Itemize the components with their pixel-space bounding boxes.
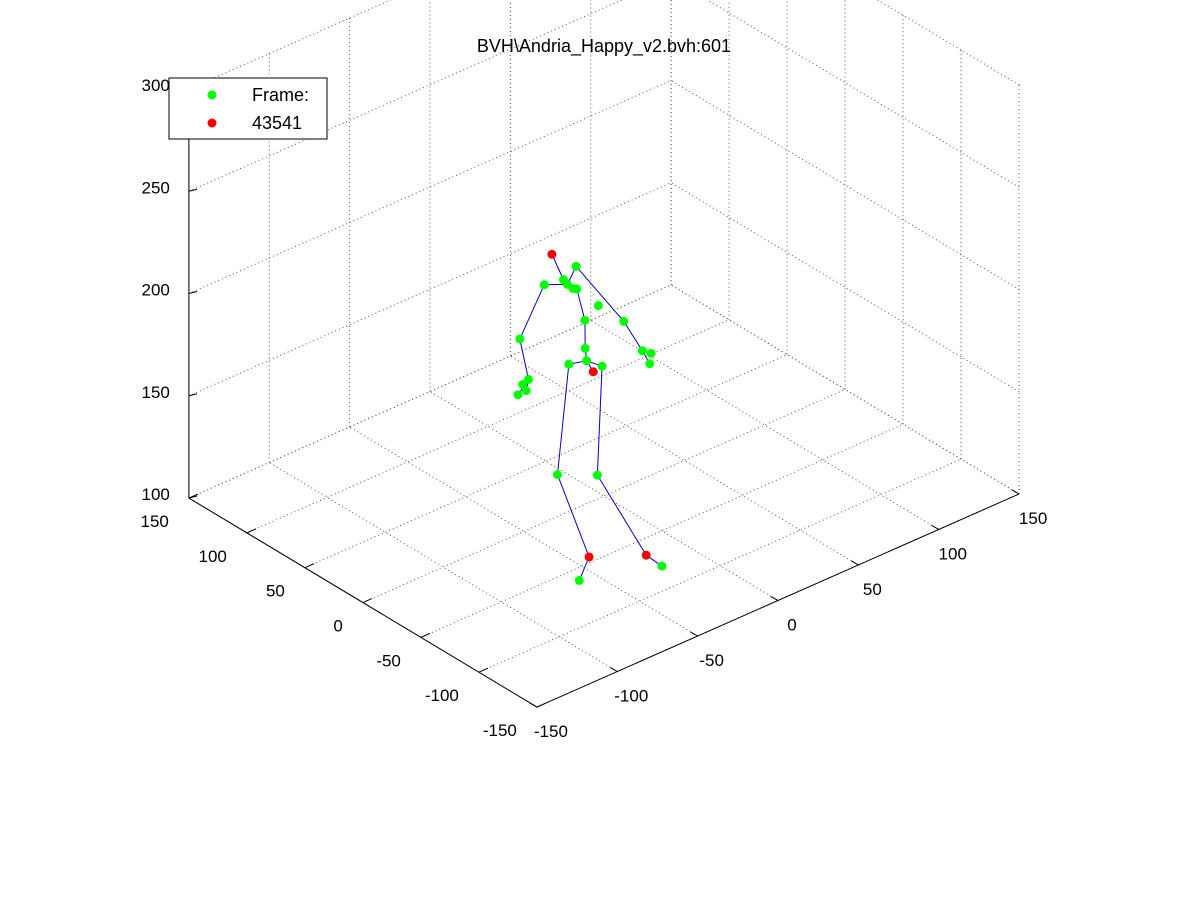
joint-point bbox=[539, 280, 549, 290]
y-tick-mark bbox=[246, 528, 257, 534]
joint-point bbox=[593, 301, 603, 311]
floor-gridline-x bbox=[510, 355, 859, 566]
end-site-point bbox=[588, 367, 598, 377]
joint-point bbox=[572, 284, 582, 294]
legend-box bbox=[168, 77, 328, 140]
side-wall-gridline-z bbox=[670, 284, 1020, 495]
joint-point bbox=[515, 334, 525, 344]
y-tick-label: 0 bbox=[333, 617, 342, 636]
x-tick-label: 0 bbox=[787, 616, 796, 635]
floor-gridline-x bbox=[349, 426, 698, 637]
joint-point bbox=[552, 470, 562, 480]
joint-point bbox=[582, 356, 592, 366]
y-tick-mark bbox=[420, 632, 431, 638]
joint-point bbox=[513, 390, 523, 400]
bone bbox=[557, 474, 590, 558]
z-tick-label: 200 bbox=[142, 281, 170, 300]
y-tick-label: 100 bbox=[199, 547, 227, 566]
floor-gridline-y bbox=[246, 319, 730, 534]
x-tick-label: 100 bbox=[939, 544, 967, 563]
x-tick-label: -50 bbox=[699, 651, 724, 670]
axis-layer: -150 -100 -50 0 50 100 150 -150 -100 -50 0 50 100 150… bbox=[141, 76, 1048, 741]
z-tick-label: 150 bbox=[142, 383, 170, 402]
grid-layer bbox=[188, 0, 1020, 708]
floor-gridline-y bbox=[304, 354, 788, 569]
joint-point bbox=[619, 316, 629, 326]
x-tick-mark bbox=[770, 596, 779, 601]
y-tick-label: 50 bbox=[266, 582, 285, 601]
end-site-point bbox=[641, 550, 651, 560]
legend: Frame: 43541 bbox=[168, 77, 328, 140]
x-tick-mark bbox=[529, 702, 538, 708]
x-tick-label: 50 bbox=[863, 580, 882, 599]
bone bbox=[556, 364, 570, 475]
joint-point bbox=[564, 359, 574, 369]
y-tick-label: -100 bbox=[425, 686, 459, 705]
bone bbox=[576, 288, 586, 321]
joint-point bbox=[645, 359, 655, 369]
joint-point bbox=[637, 346, 647, 356]
z-tick-label: 300 bbox=[142, 76, 170, 95]
x-tick-mark bbox=[931, 525, 939, 530]
z-tick-mark bbox=[188, 495, 198, 499]
z-tick-mark bbox=[188, 393, 198, 397]
joint-point bbox=[646, 348, 656, 358]
joint-point bbox=[592, 470, 602, 480]
legend-marker-frame bbox=[207, 90, 217, 100]
y-tick-mark bbox=[536, 702, 547, 708]
joint-layer bbox=[513, 249, 667, 585]
bone bbox=[575, 266, 625, 322]
joint-point bbox=[580, 343, 590, 353]
x-tick-mark bbox=[690, 631, 698, 637]
end-site-point bbox=[584, 552, 594, 562]
joint-point bbox=[580, 315, 590, 325]
bone bbox=[596, 366, 603, 476]
floor-gridline-y bbox=[362, 388, 846, 604]
chart-title: BVH\Andria_Happy_v2.bvh:601 bbox=[477, 36, 731, 57]
joint-point bbox=[521, 386, 531, 396]
bone bbox=[519, 284, 545, 340]
floor-gridline-y bbox=[420, 423, 904, 638]
joint-point bbox=[597, 361, 607, 371]
joint-point bbox=[574, 575, 584, 585]
z-tick-label: 250 bbox=[142, 178, 170, 197]
legend-label-frame: Frame: bbox=[252, 85, 309, 105]
y-tick-label: -150 bbox=[483, 721, 517, 740]
bone bbox=[596, 474, 647, 556]
z-tick-mark bbox=[188, 291, 198, 295]
bone bbox=[519, 338, 529, 380]
side-wall-gridline-z bbox=[670, 182, 1020, 393]
joint-point bbox=[657, 561, 667, 571]
x-tick-mark bbox=[851, 560, 859, 566]
x-tick-mark bbox=[610, 667, 618, 672]
legend-marker-end bbox=[207, 118, 217, 128]
x-tick-label: 150 bbox=[1019, 509, 1047, 528]
x-tick-mark bbox=[1011, 489, 1020, 495]
y-tick-mark bbox=[478, 667, 489, 673]
joint-point bbox=[571, 261, 581, 271]
floor-gridline-y bbox=[478, 458, 962, 673]
x-tick-label: -150 bbox=[534, 722, 568, 741]
side-wall-gridline-z bbox=[706, 0, 1020, 188]
y-tick-mark bbox=[304, 563, 315, 569]
z-tick-label: 100 bbox=[142, 485, 170, 504]
bone-layer bbox=[517, 254, 663, 581]
floor-gridline-x bbox=[429, 391, 779, 601]
z-tick-mark bbox=[188, 188, 198, 192]
bone bbox=[551, 254, 564, 280]
x-tick-label: -100 bbox=[614, 687, 648, 706]
end-site-point bbox=[547, 249, 557, 259]
y-tick-label: -50 bbox=[376, 651, 401, 670]
legend-label-end: 43541 bbox=[252, 113, 302, 133]
bone bbox=[623, 321, 643, 351]
y-tick-mark bbox=[362, 598, 373, 604]
y-tick-label: 150 bbox=[141, 512, 169, 531]
